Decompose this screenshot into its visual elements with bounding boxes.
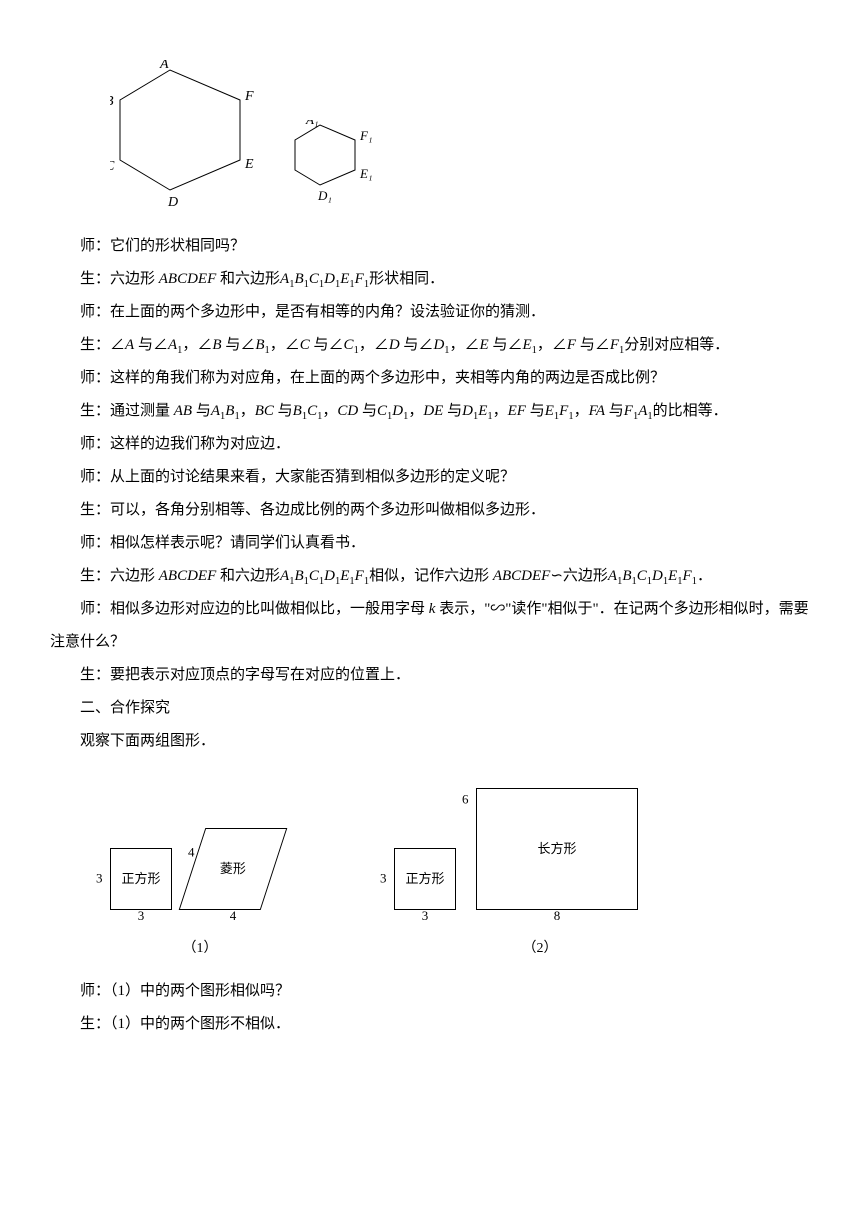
svg-text:C: C [110, 159, 115, 174]
dialogue-line: 师：（1）中的两个图形相似吗？ [50, 975, 810, 1008]
text: ． [697, 568, 712, 584]
rectangle-shape: 长方形 6 8 [476, 788, 638, 910]
hexagon-small: A₁B₁C₁D₁E₁F₁ [290, 120, 390, 210]
text: 相似，记作六边形 [369, 568, 493, 584]
dialogue-line: 生：∠A 与∠A1，∠B 与∠B1，∠C 与∠C1，∠D 与∠D1，∠E 与∠E… [50, 329, 810, 362]
shape-group-2: 正方形 3 3 长方形 6 8 [394, 788, 638, 910]
poly-a1f1: A1B1C1D1E1F1 [608, 568, 697, 584]
shapes-figure: 正方形 3 3 菱形 4 4 正方形 3 3 长方形 6 8 [110, 788, 810, 910]
text: 和六边形 [216, 271, 280, 287]
dimension: 6 [462, 786, 469, 815]
dimension: 4 [230, 902, 237, 931]
text: 师：相似多边形对应边的比叫做相似比，一般用字母 [80, 601, 429, 617]
svg-text:A₁: A₁ [305, 120, 318, 127]
text: ∽六边形 [550, 568, 608, 584]
shape-label: 长方形 [537, 835, 576, 864]
dimension: 3 [422, 902, 429, 931]
dialogue-line: 师：在上面的两个多边形中，是否有相等的内角？设法验证你的猜测． [50, 296, 810, 329]
dimension: 8 [554, 902, 561, 931]
dimension: 4 [188, 839, 195, 868]
hexagon-figure: ABCDEF A₁B₁C₁D₁E₁F₁ [110, 60, 810, 210]
dimension: 3 [380, 865, 387, 894]
dialogue-line: 师：从上面的讨论结果来看，大家能否猜到相似多边形的定义呢？ [50, 461, 810, 494]
poly-abcdef: ABCDEF [159, 271, 217, 287]
dimension: 3 [96, 865, 103, 894]
hexagon-large: A B C D E F [110, 60, 260, 210]
dialogue-line: 师：这样的角我们称为对应角，在上面的两个多边形中，夹相等内角的两边是否成比例？ [50, 362, 810, 395]
dialogue-line: 生：通过测量 AB 与A1B1，BC 与B1C1，CD 与C1D1，DE 与D1… [50, 395, 810, 428]
text: 生：六边形 [80, 271, 159, 287]
text: 形状相同． [369, 271, 444, 287]
svg-text:E₁: E₁ [359, 166, 372, 181]
square-shape: 正方形 3 3 [394, 848, 456, 910]
dialogue-line: 生：要把表示对应顶点的字母写在对应的位置上． [50, 659, 810, 692]
dialogue-line: 生：可以，各角分别相等、各边成比例的两个多边形叫做相似多边形． [50, 494, 810, 527]
svg-text:F₁: F₁ [359, 128, 372, 143]
shape-group-1: 正方形 3 3 菱形 4 4 [110, 788, 274, 910]
square-shape: 正方形 3 3 [110, 848, 172, 910]
dialogue-line: 观察下面两组图形． [50, 725, 810, 758]
svg-text:D: D [167, 195, 178, 210]
svg-text:F: F [244, 89, 254, 104]
rhombus-shape: 菱形 4 4 [192, 828, 274, 910]
dimension: 3 [138, 902, 145, 931]
text: 和六边形 [216, 568, 280, 584]
shape-label: 正方形 [405, 865, 444, 894]
caption: （2） [410, 934, 670, 965]
dialogue-line: 生：（1）中的两个图形不相似． [50, 1008, 810, 1041]
poly-abcdef: ABCDEF [159, 568, 217, 584]
dialogue-line: 师：这样的边我们称为对应边． [50, 428, 810, 461]
shape-label: 菱形 [220, 855, 246, 884]
poly-a1f1: A1B1C1D1E1F1 [280, 271, 369, 287]
dialogue-line: 生：六边形 ABCDEF 和六边形A1B1C1D1E1F1相似，记作六边形 AB… [50, 560, 810, 593]
text: 生：六边形 [80, 568, 159, 584]
svg-text:A: A [159, 60, 169, 72]
dialogue-line: 师：相似怎样表示呢？请同学们认真看书． [50, 527, 810, 560]
poly-abcdef: ABCDEF [493, 568, 551, 584]
shape-label: 正方形 [121, 865, 160, 894]
poly-a1f1: A1B1C1D1E1F1 [280, 568, 369, 584]
dialogue-line: 师：它们的形状相同吗？ [50, 230, 810, 263]
dialogue-line: 师：相似多边形对应边的比叫做相似比，一般用字母 k 表示，"∽"读作"相似于"．… [50, 593, 810, 659]
dialogue-line: 生：六边形 ABCDEF 和六边形A1B1C1D1E1F1形状相同． [50, 263, 810, 296]
svg-text:D₁: D₁ [317, 188, 332, 203]
svg-text:E: E [244, 157, 254, 172]
svg-text:B: B [110, 94, 114, 109]
section-heading: 二、合作探究 [50, 692, 810, 725]
caption-row: （1） （2） [110, 934, 810, 965]
caption: （1） [110, 934, 290, 965]
